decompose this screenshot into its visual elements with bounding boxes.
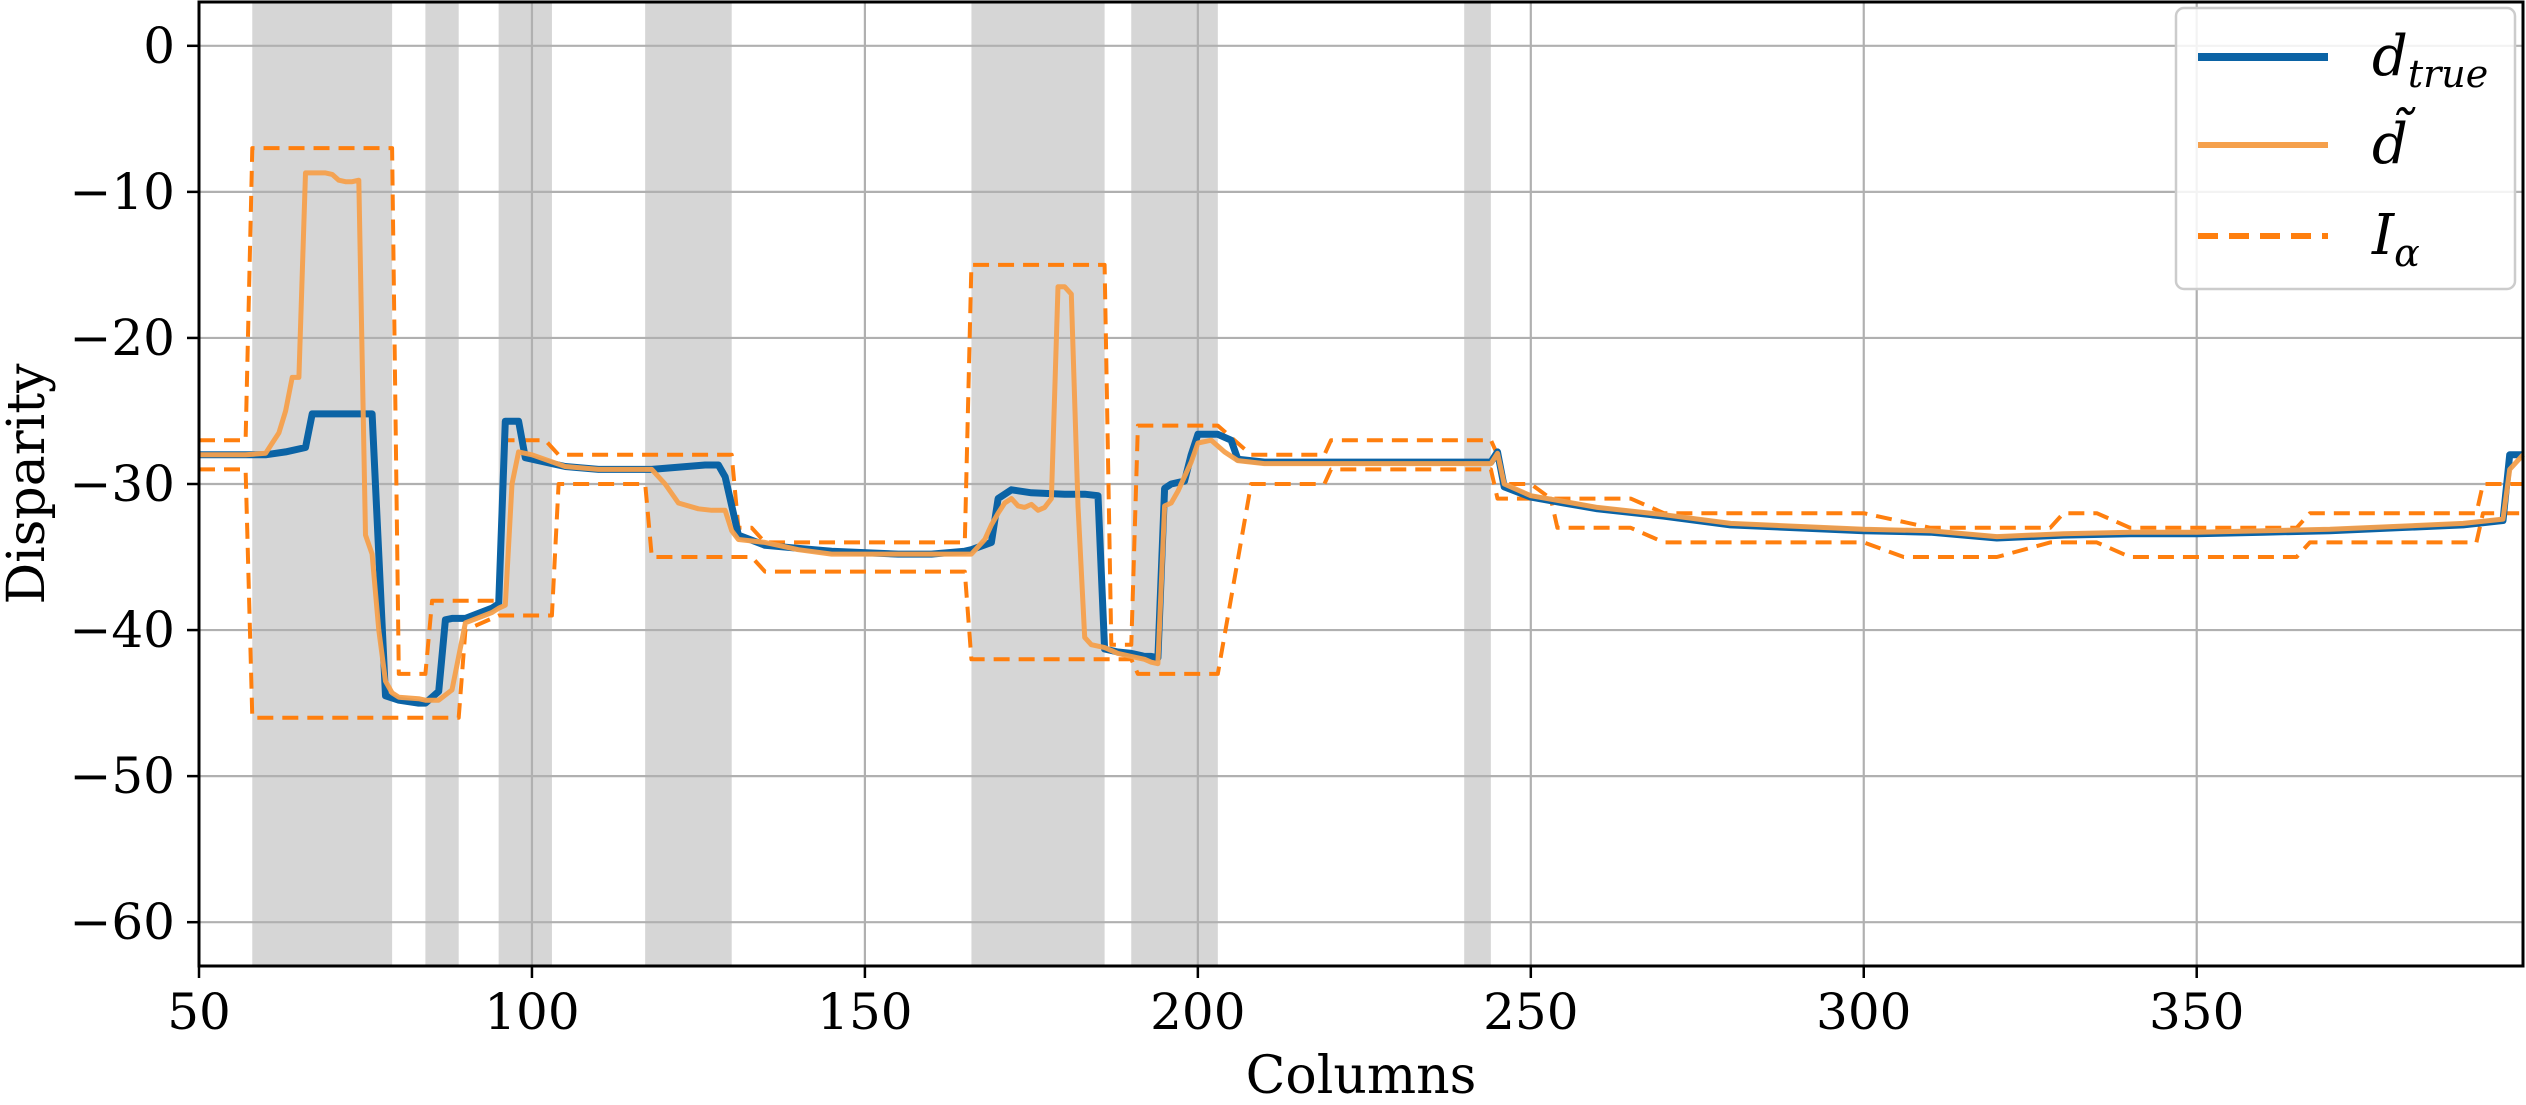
y-tick-label: −20 [69, 309, 175, 367]
y-tick-label: −30 [69, 455, 175, 513]
legend-label-interval-sub: α [2394, 231, 2420, 275]
series-line-interval-lower [199, 467, 2523, 720]
series-layer [199, 146, 2525, 720]
legend-label-interval-main: I [2371, 203, 2396, 268]
legend-label-true-sub: true [2408, 52, 2488, 96]
x-tick-label: 350 [2149, 983, 2244, 1041]
y-tick-label: −40 [69, 601, 175, 659]
x-tick-label: 100 [484, 983, 579, 1041]
legend-label-true: dtrue [2372, 24, 2488, 96]
y-tick-label: −50 [69, 747, 175, 805]
x-tick-label: 250 [1483, 983, 1578, 1041]
x-tick-label: 50 [167, 983, 231, 1041]
legend-label-true-main: d [2372, 24, 2408, 89]
y-axis-label: Disparity [0, 363, 57, 605]
x-tick-label: 300 [1816, 983, 1911, 1041]
y-tick-label: −60 [69, 893, 175, 951]
legend-label-interval: Iα [2371, 203, 2420, 275]
x-axis-label: Columns [1246, 1046, 1477, 1100]
ticks: 50 100 150 200 250 300 350 0 −10 −20 −30 −40 −50 −60 [69, 17, 2244, 1041]
legend-box [2174, 6, 2517, 291]
x-tick-label: 200 [1150, 983, 1245, 1041]
y-tick-label: 0 [143, 17, 175, 75]
series-line-estimate [199, 170, 2525, 703]
y-tick-label: −10 [69, 163, 175, 221]
series-line-interval-upper [199, 146, 2523, 676]
x-tick-label: 150 [817, 983, 912, 1041]
legend: dtrue d̃ Iα [2174, 6, 2517, 291]
